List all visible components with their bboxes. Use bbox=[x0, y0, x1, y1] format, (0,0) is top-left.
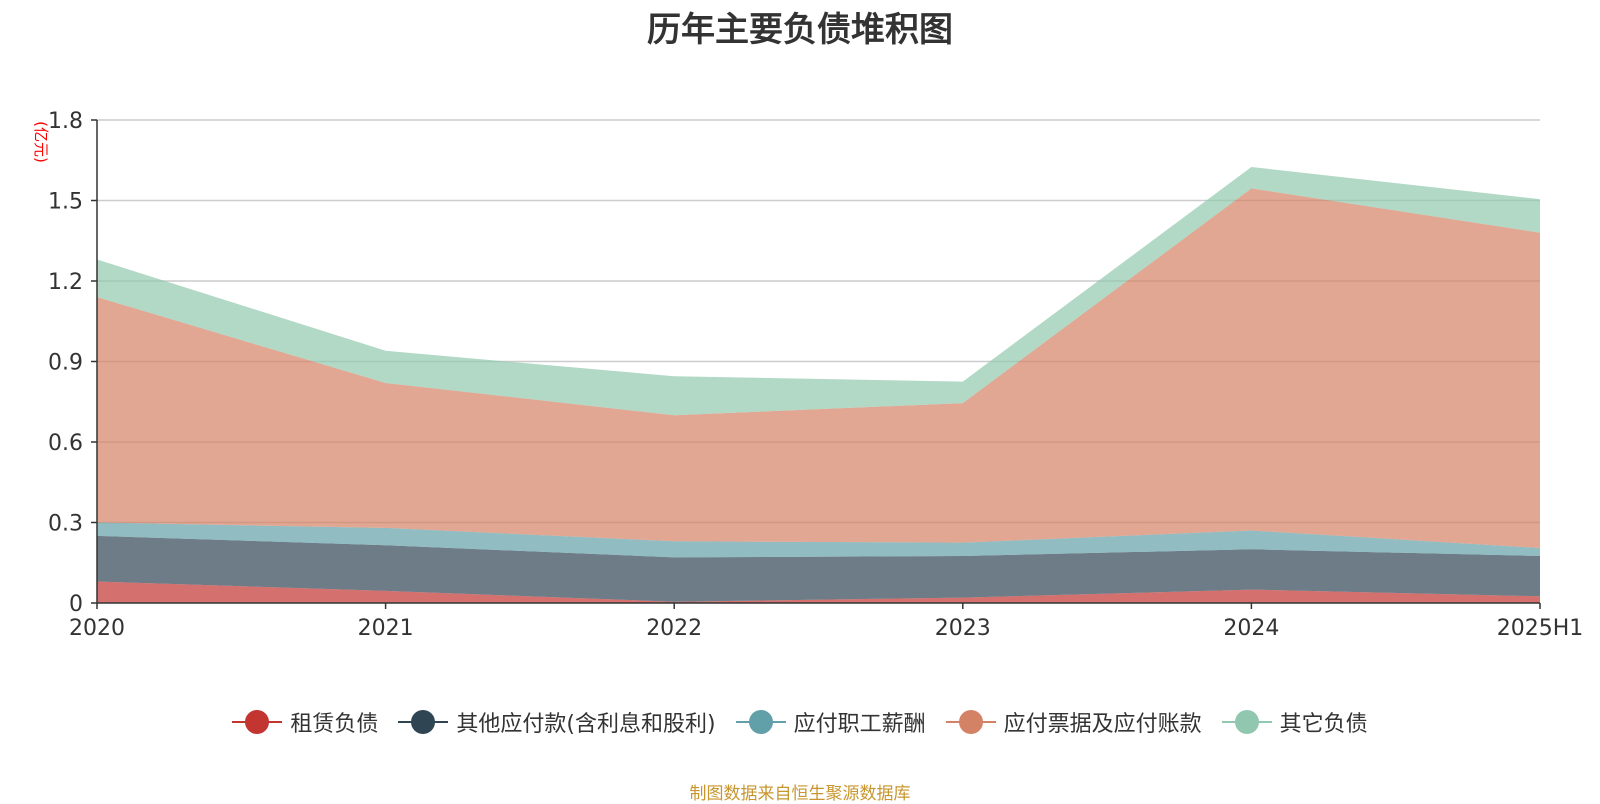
x-tick-label: 2025H1 bbox=[1497, 616, 1584, 641]
y-axis-unit-label: (亿元) bbox=[32, 121, 50, 163]
area-series-4 bbox=[97, 167, 1540, 416]
y-tick-label: 0.9 bbox=[48, 351, 83, 376]
legend-item[interactable]: 应付票据及应付账款 bbox=[945, 706, 1202, 738]
area-series-0 bbox=[97, 581, 1540, 603]
legend-label: 其它负债 bbox=[1279, 712, 1368, 737]
legend-marker-icon bbox=[232, 709, 283, 735]
chart-title: 历年主要负债堆积图 bbox=[647, 10, 953, 50]
legend-marker-icon bbox=[1221, 709, 1272, 735]
legend-marker-icon bbox=[398, 709, 449, 735]
legend-item[interactable]: 其他应付款(含利息和股利) bbox=[398, 706, 716, 738]
x-tick-label: 2024 bbox=[1223, 616, 1279, 641]
legend-label: 应付票据及应付账款 bbox=[1003, 712, 1202, 737]
legend-marker-icon bbox=[945, 709, 996, 735]
y-tick-label: 1.2 bbox=[48, 270, 83, 295]
legend-marker-icon bbox=[735, 709, 786, 735]
x-tick-label: 2023 bbox=[935, 616, 991, 641]
stacked-areas bbox=[97, 167, 1540, 603]
y-tick-label: 1.8 bbox=[48, 109, 83, 134]
area-series-2 bbox=[97, 522, 1540, 558]
legend-label: 租赁负债 bbox=[290, 712, 379, 737]
x-tick-label: 2021 bbox=[358, 616, 414, 641]
x-tick-label: 2020 bbox=[69, 616, 125, 641]
area-series-3 bbox=[97, 188, 1540, 548]
legend-label: 应付职工薪酬 bbox=[793, 712, 926, 737]
y-tick-label: 0.3 bbox=[48, 512, 83, 537]
y-tick-label: 0 bbox=[69, 592, 83, 617]
legend-item[interactable]: 应付职工薪酬 bbox=[735, 706, 926, 738]
x-tick-label: 2022 bbox=[646, 616, 702, 641]
axes: 0 0.3 0.6 0.9 1.2 1.5 1.8 2020 2021 2022 2023 2024 2… bbox=[48, 109, 1583, 641]
legend-item[interactable]: 租赁负债 bbox=[232, 706, 378, 738]
legend-item[interactable]: 其它负债 bbox=[1221, 706, 1368, 738]
legend: 租赁负债 其他应付款(含利息和股利) 应付职工薪酬 应付票据及应付账款 其它负债 bbox=[0, 706, 1600, 738]
source-note: 制图数据来自恒生聚源数据库 bbox=[689, 784, 911, 804]
y-tick-label: 1.5 bbox=[48, 190, 83, 215]
y-tick-label: 0.6 bbox=[48, 431, 83, 456]
legend-label: 其他应付款(含利息和股利) bbox=[456, 712, 716, 737]
area-series-1 bbox=[97, 535, 1540, 602]
